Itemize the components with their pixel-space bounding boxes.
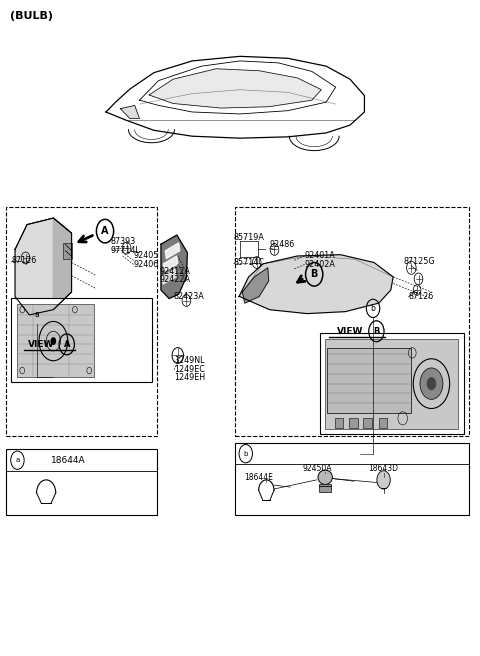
Ellipse shape: [318, 470, 332, 484]
Text: 92450A: 92450A: [303, 464, 332, 473]
Bar: [6, 449, 157, 514]
Text: 92405: 92405: [134, 251, 159, 260]
Polygon shape: [120, 106, 140, 119]
Text: VIEW: VIEW: [337, 327, 363, 336]
Text: 92486: 92486: [270, 240, 295, 249]
Text: A: A: [101, 226, 109, 236]
Text: A: A: [63, 340, 70, 349]
Text: 1249EC: 1249EC: [174, 365, 205, 374]
Text: 92401A: 92401A: [305, 251, 336, 260]
Bar: [235, 207, 469, 436]
Text: a: a: [34, 310, 39, 319]
Bar: [17, 304, 94, 377]
Text: b: b: [371, 304, 375, 313]
Polygon shape: [163, 256, 178, 271]
Text: 92402A: 92402A: [305, 260, 336, 269]
Text: 97714L: 97714L: [111, 245, 141, 255]
Text: 92422A: 92422A: [159, 275, 191, 284]
Bar: [349, 419, 358, 428]
Text: B: B: [311, 270, 318, 279]
Polygon shape: [53, 218, 72, 310]
Bar: [6, 207, 157, 436]
Circle shape: [420, 368, 443, 400]
Bar: [11, 298, 153, 382]
Circle shape: [50, 337, 56, 345]
Bar: [379, 419, 387, 428]
Bar: [363, 419, 372, 428]
Polygon shape: [162, 269, 176, 284]
Bar: [327, 348, 411, 413]
Text: 92412A: 92412A: [159, 266, 191, 276]
Text: 1249NL: 1249NL: [174, 356, 204, 365]
Text: 82423A: 82423A: [174, 292, 204, 301]
Polygon shape: [242, 268, 269, 303]
Polygon shape: [15, 218, 72, 315]
Bar: [325, 339, 458, 430]
Circle shape: [427, 377, 436, 390]
Text: 92406: 92406: [134, 260, 159, 269]
Bar: [235, 443, 469, 514]
Text: 85714C: 85714C: [233, 258, 264, 267]
Circle shape: [377, 471, 390, 489]
Polygon shape: [161, 235, 187, 298]
Text: 85719A: 85719A: [233, 233, 264, 242]
Text: 87393: 87393: [111, 237, 136, 246]
Text: a: a: [15, 457, 20, 463]
Text: b: b: [243, 451, 248, 457]
Text: 18644A: 18644A: [51, 456, 85, 464]
Text: 1249EH: 1249EH: [174, 373, 205, 382]
Polygon shape: [149, 69, 322, 108]
Text: (BULB): (BULB): [10, 10, 53, 20]
Bar: [321, 333, 464, 434]
Text: B: B: [373, 327, 380, 336]
Text: VIEW: VIEW: [28, 340, 55, 349]
Polygon shape: [165, 243, 180, 258]
Bar: [320, 483, 331, 491]
Bar: [335, 419, 343, 428]
Text: 18644E: 18644E: [244, 473, 273, 482]
Text: 87126: 87126: [11, 256, 36, 265]
Text: 87126: 87126: [408, 292, 434, 301]
Polygon shape: [239, 255, 393, 314]
Bar: [63, 243, 72, 259]
Text: 18643D: 18643D: [369, 464, 398, 473]
Text: 87125G: 87125G: [404, 256, 435, 266]
